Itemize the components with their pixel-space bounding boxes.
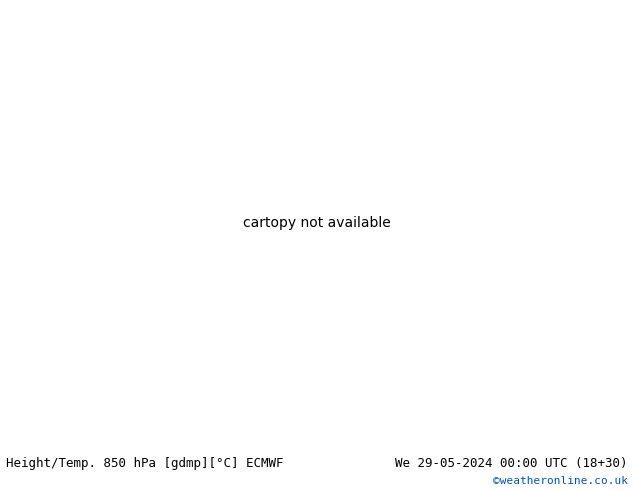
Text: We 29-05-2024 00:00 UTC (18+30): We 29-05-2024 00:00 UTC (18+30) — [395, 457, 628, 470]
Text: ©weatheronline.co.uk: ©weatheronline.co.uk — [493, 476, 628, 487]
Text: cartopy not available: cartopy not available — [243, 216, 391, 230]
Text: Height/Temp. 850 hPa [gdmp][°C] ECMWF: Height/Temp. 850 hPa [gdmp][°C] ECMWF — [6, 457, 284, 470]
